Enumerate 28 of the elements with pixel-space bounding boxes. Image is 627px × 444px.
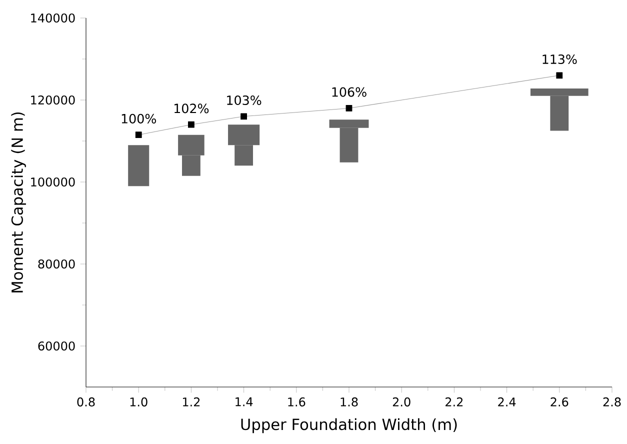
y-tick-label: 80000 [38, 259, 75, 269]
x-tick-label: 1.4 [236, 397, 253, 406]
x-tick-label: 2.0 [392, 397, 410, 406]
x-tick-label: 1.6 [288, 397, 306, 406]
y-tick-label: 60000 [38, 341, 75, 351]
y-tick-label: 120000 [31, 95, 75, 105]
x-tick-label: 2.4 [498, 397, 516, 406]
annotation: 106% [332, 87, 366, 97]
x-tick-label: 0.8 [77, 397, 95, 406]
x-tick-label: 1.2 [182, 397, 200, 406]
point [346, 105, 352, 112]
x-tick-label: 2.8 [603, 397, 621, 406]
point [240, 113, 248, 120]
annotation: 100% [122, 114, 156, 124]
y-tick-label: 140000 [31, 13, 75, 23]
x-axis-title: Upper Foundation Width (m) [241, 418, 457, 434]
x-tick-label: 1.0 [130, 397, 148, 406]
annotation: 102% [174, 104, 209, 114]
x-tick-label: 2.6 [550, 397, 568, 406]
y-tick-label: 100000 [31, 177, 75, 187]
point [556, 72, 563, 79]
point [188, 121, 194, 128]
annotation: 103% [227, 95, 262, 106]
x-tick-label: 1.8 [340, 397, 358, 406]
x-tick-label: 2.2 [446, 397, 463, 406]
y-axis-title: Moment Capacity (N m) [11, 112, 26, 292]
point [135, 132, 142, 138]
annotation: 113% [542, 54, 577, 64]
